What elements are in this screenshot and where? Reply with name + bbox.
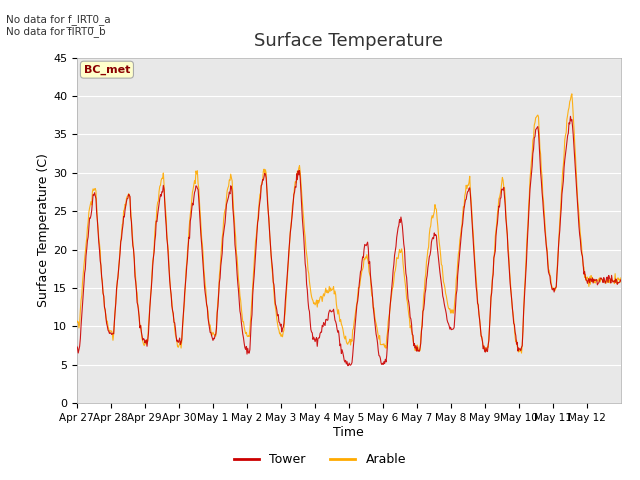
Legend: Tower, Arable: Tower, Arable	[229, 448, 411, 471]
Text: BC_met: BC_met	[84, 64, 130, 75]
Y-axis label: Surface Temperature (C): Surface Temperature (C)	[37, 154, 50, 307]
Title: Surface Temperature: Surface Temperature	[254, 33, 444, 50]
Text: No data for f̅IRT0̅_b: No data for f̅IRT0̅_b	[6, 26, 106, 37]
Text: No data for f_IRT0_a: No data for f_IRT0_a	[6, 14, 111, 25]
X-axis label: Time: Time	[333, 426, 364, 439]
